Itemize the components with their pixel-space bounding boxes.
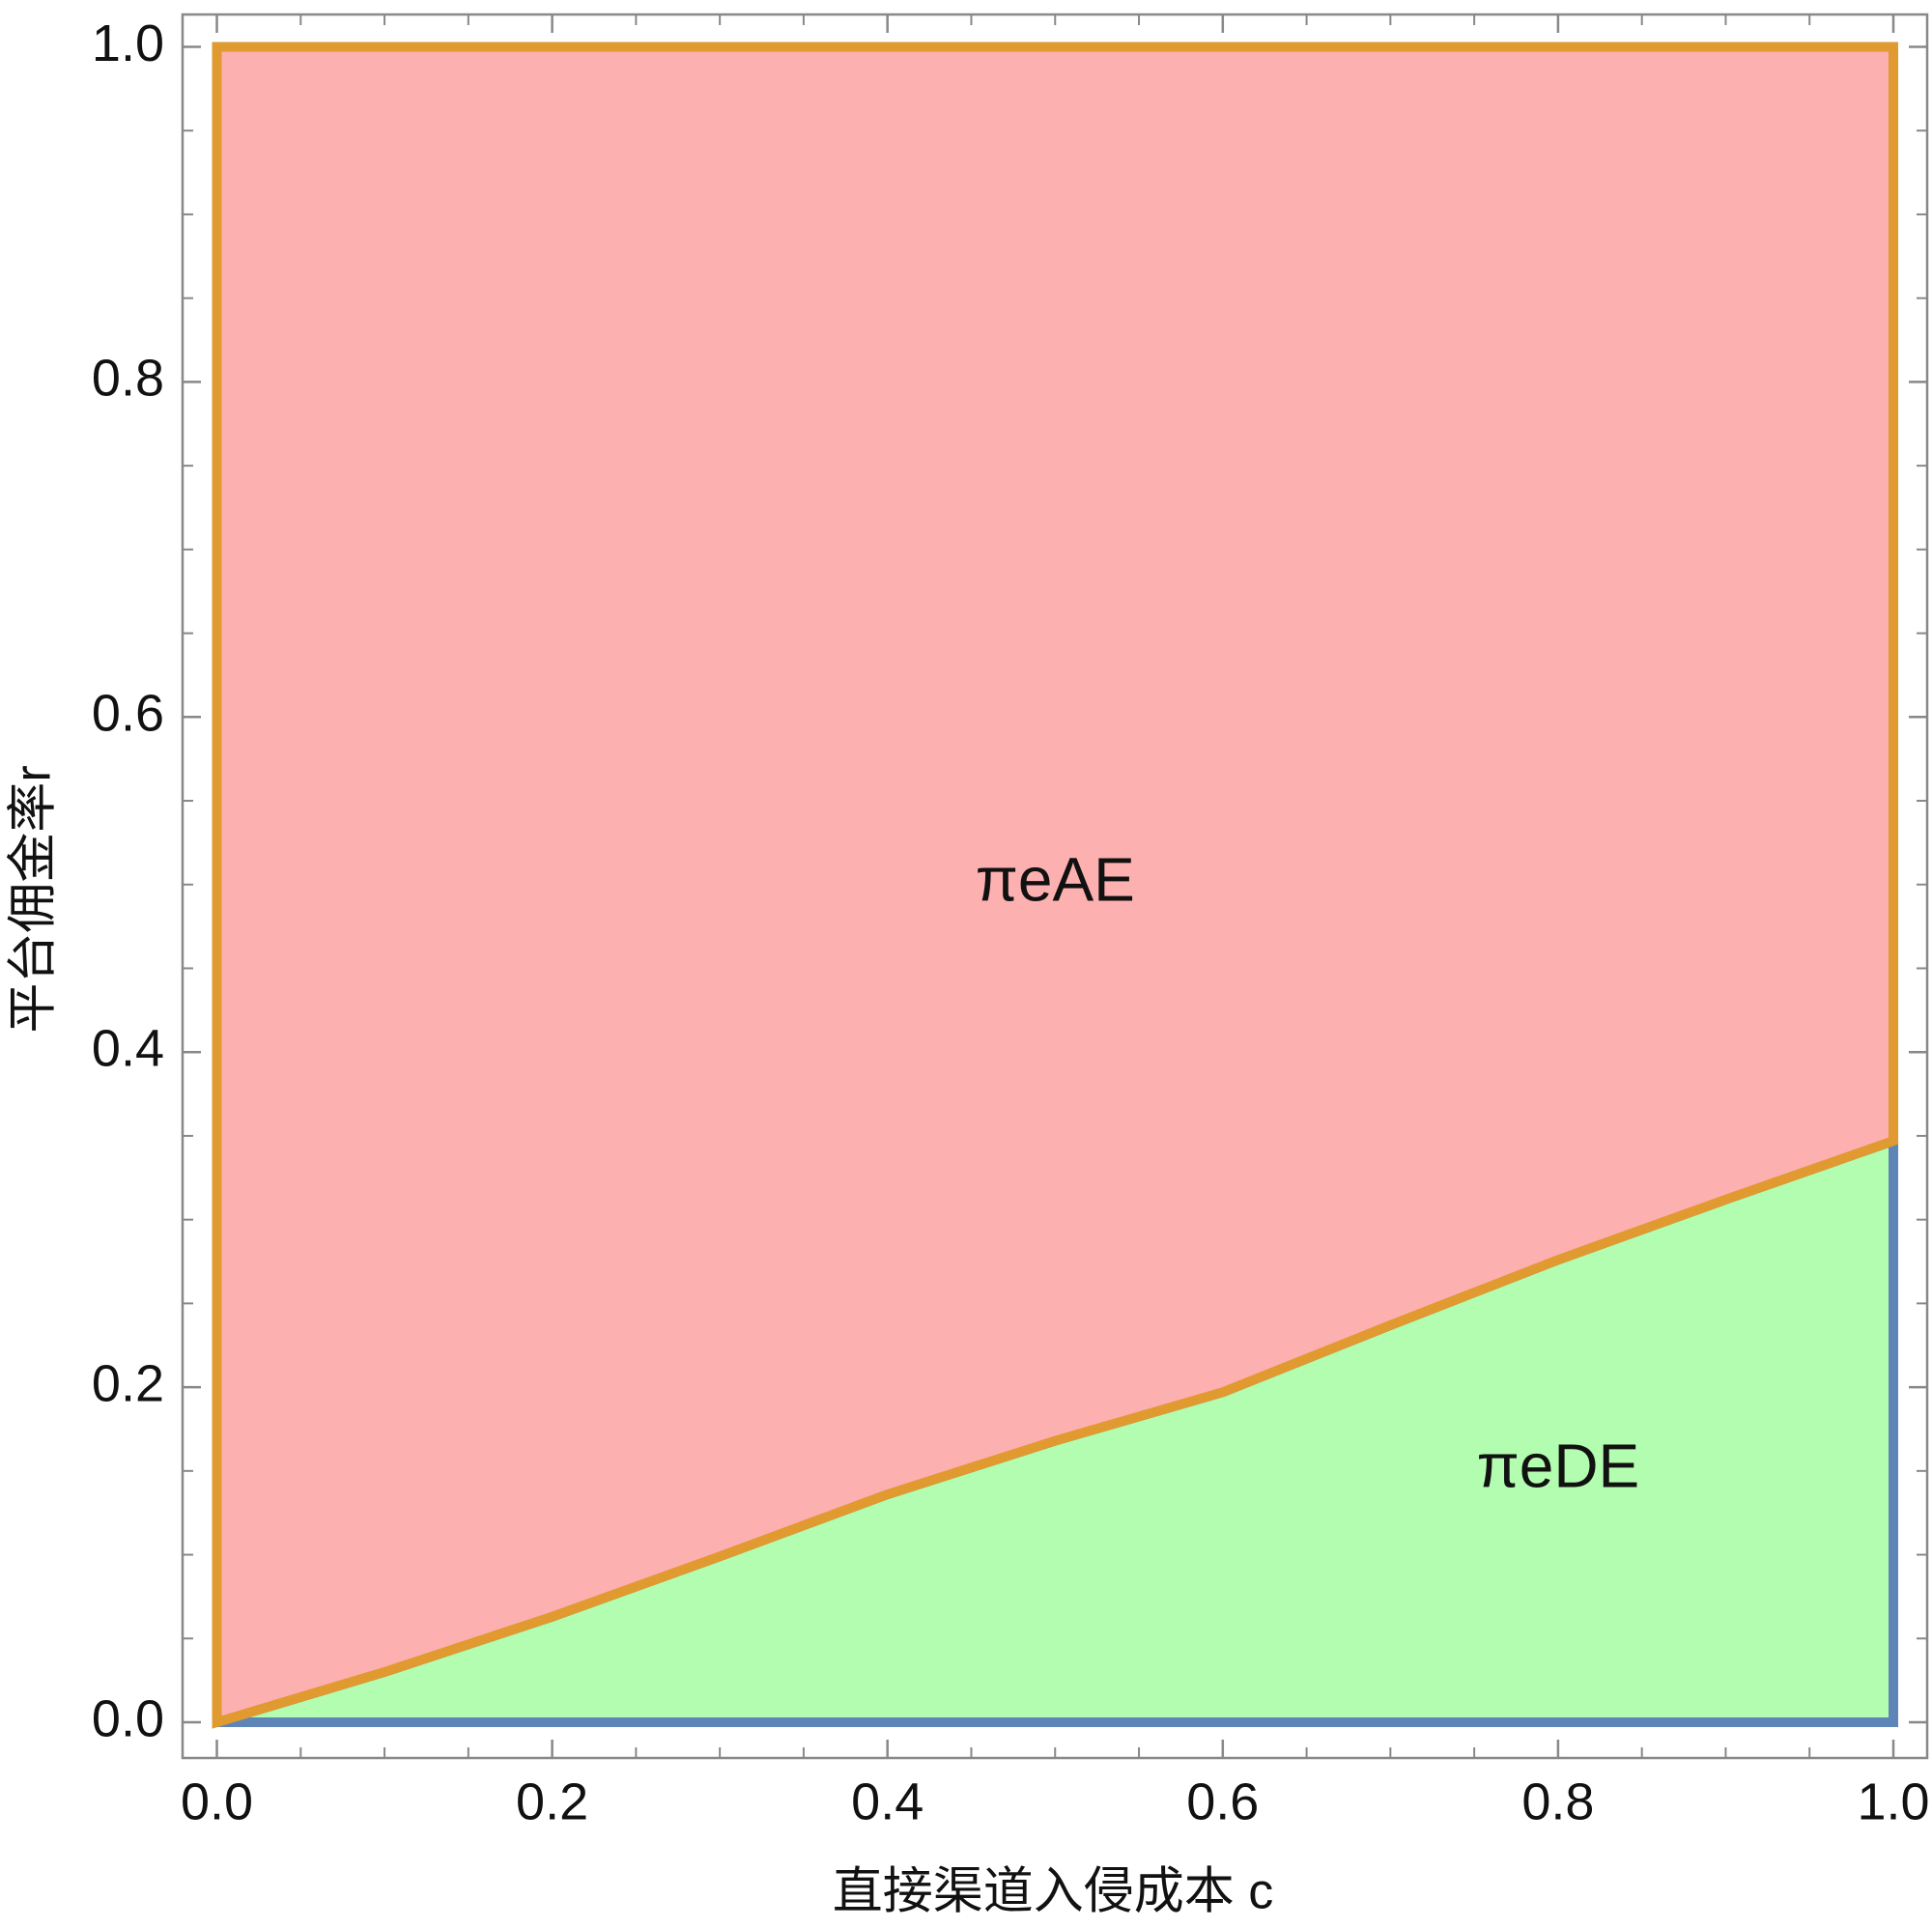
region-above [212,42,1898,1729]
y-tick-label: 0.4 [92,1019,164,1077]
y-tick-label: 0.8 [92,350,164,408]
y-axis-label: 平台佣金率r [6,765,62,1033]
x-tick-label: 0.4 [851,1772,923,1830]
y-tick-label: 0.6 [92,685,164,743]
y-tick-label: 1.0 [92,14,164,72]
x-tick-label: 0.2 [516,1772,588,1830]
y-tick-label: 0.0 [92,1689,164,1747]
x-tick-label: 0.0 [181,1772,253,1830]
y-tick-label: 0.2 [92,1354,164,1412]
x-tick-label: 0.6 [1186,1772,1259,1830]
x-tick-label: 0.8 [1521,1772,1594,1830]
region-label: πeDE [1477,1432,1640,1501]
x-tick-label: 1.0 [1857,1772,1929,1830]
x-axis-label: 直接渠道入侵成本 c [833,1864,1273,1920]
region-label: πeAE [976,845,1135,915]
